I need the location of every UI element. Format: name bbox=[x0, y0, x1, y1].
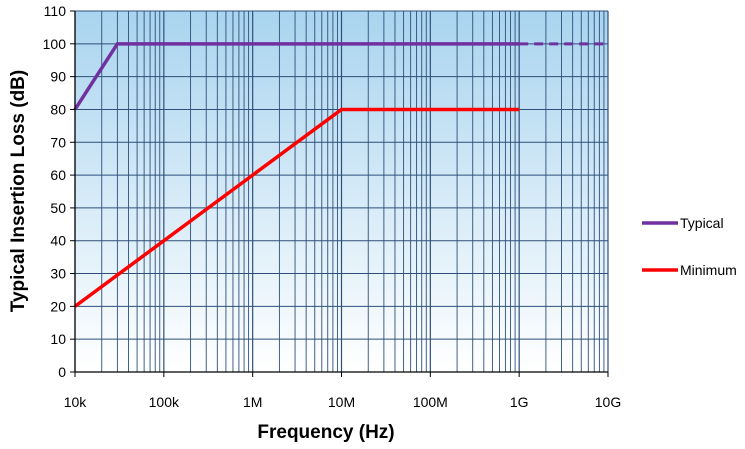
series-line-typical bbox=[73, 42, 520, 111]
y-tick-label: 100 bbox=[43, 36, 67, 52]
series-layer bbox=[73, 42, 608, 308]
series-line-minimum bbox=[73, 107, 520, 308]
x-tick-label: 100M bbox=[413, 394, 448, 410]
legend-label-typical: Typical bbox=[680, 215, 724, 231]
y-tick-label: 60 bbox=[50, 167, 66, 183]
x-axis-title: Frequency (Hz) bbox=[257, 422, 394, 443]
grid-lines bbox=[74, 10, 609, 373]
y-tick-label: 50 bbox=[50, 200, 66, 216]
y-tick-label: 90 bbox=[50, 69, 66, 85]
y-tick-label: 70 bbox=[50, 134, 66, 150]
x-tick-label: 10G bbox=[595, 394, 621, 410]
legend: Typical Minimum bbox=[642, 215, 737, 278]
x-tick-label: 10k bbox=[64, 394, 88, 410]
x-tick-label: 1M bbox=[243, 394, 262, 410]
y-tick-label: 20 bbox=[50, 298, 66, 314]
x-tick-label: 10M bbox=[328, 394, 355, 410]
y-tick-label: 30 bbox=[50, 266, 66, 282]
axis-layer: 0 10 20 30 40 50 60 70 80 90 100 110 10k 100k 1M 10M 100… bbox=[43, 3, 622, 410]
x-tick-label: 1G bbox=[510, 394, 529, 410]
y-axis-title: Typical Insertion Loss (dB) bbox=[8, 70, 29, 312]
y-tick-label: 110 bbox=[44, 3, 67, 19]
y-tick-label: 40 bbox=[50, 233, 66, 249]
y-tick-label: 10 bbox=[50, 331, 66, 347]
x-tick-label: 100k bbox=[149, 394, 180, 410]
legend-label-minimum: Minimum bbox=[680, 262, 737, 278]
y-tick-label: 0 bbox=[58, 364, 66, 380]
y-tick-label: 80 bbox=[50, 101, 66, 117]
